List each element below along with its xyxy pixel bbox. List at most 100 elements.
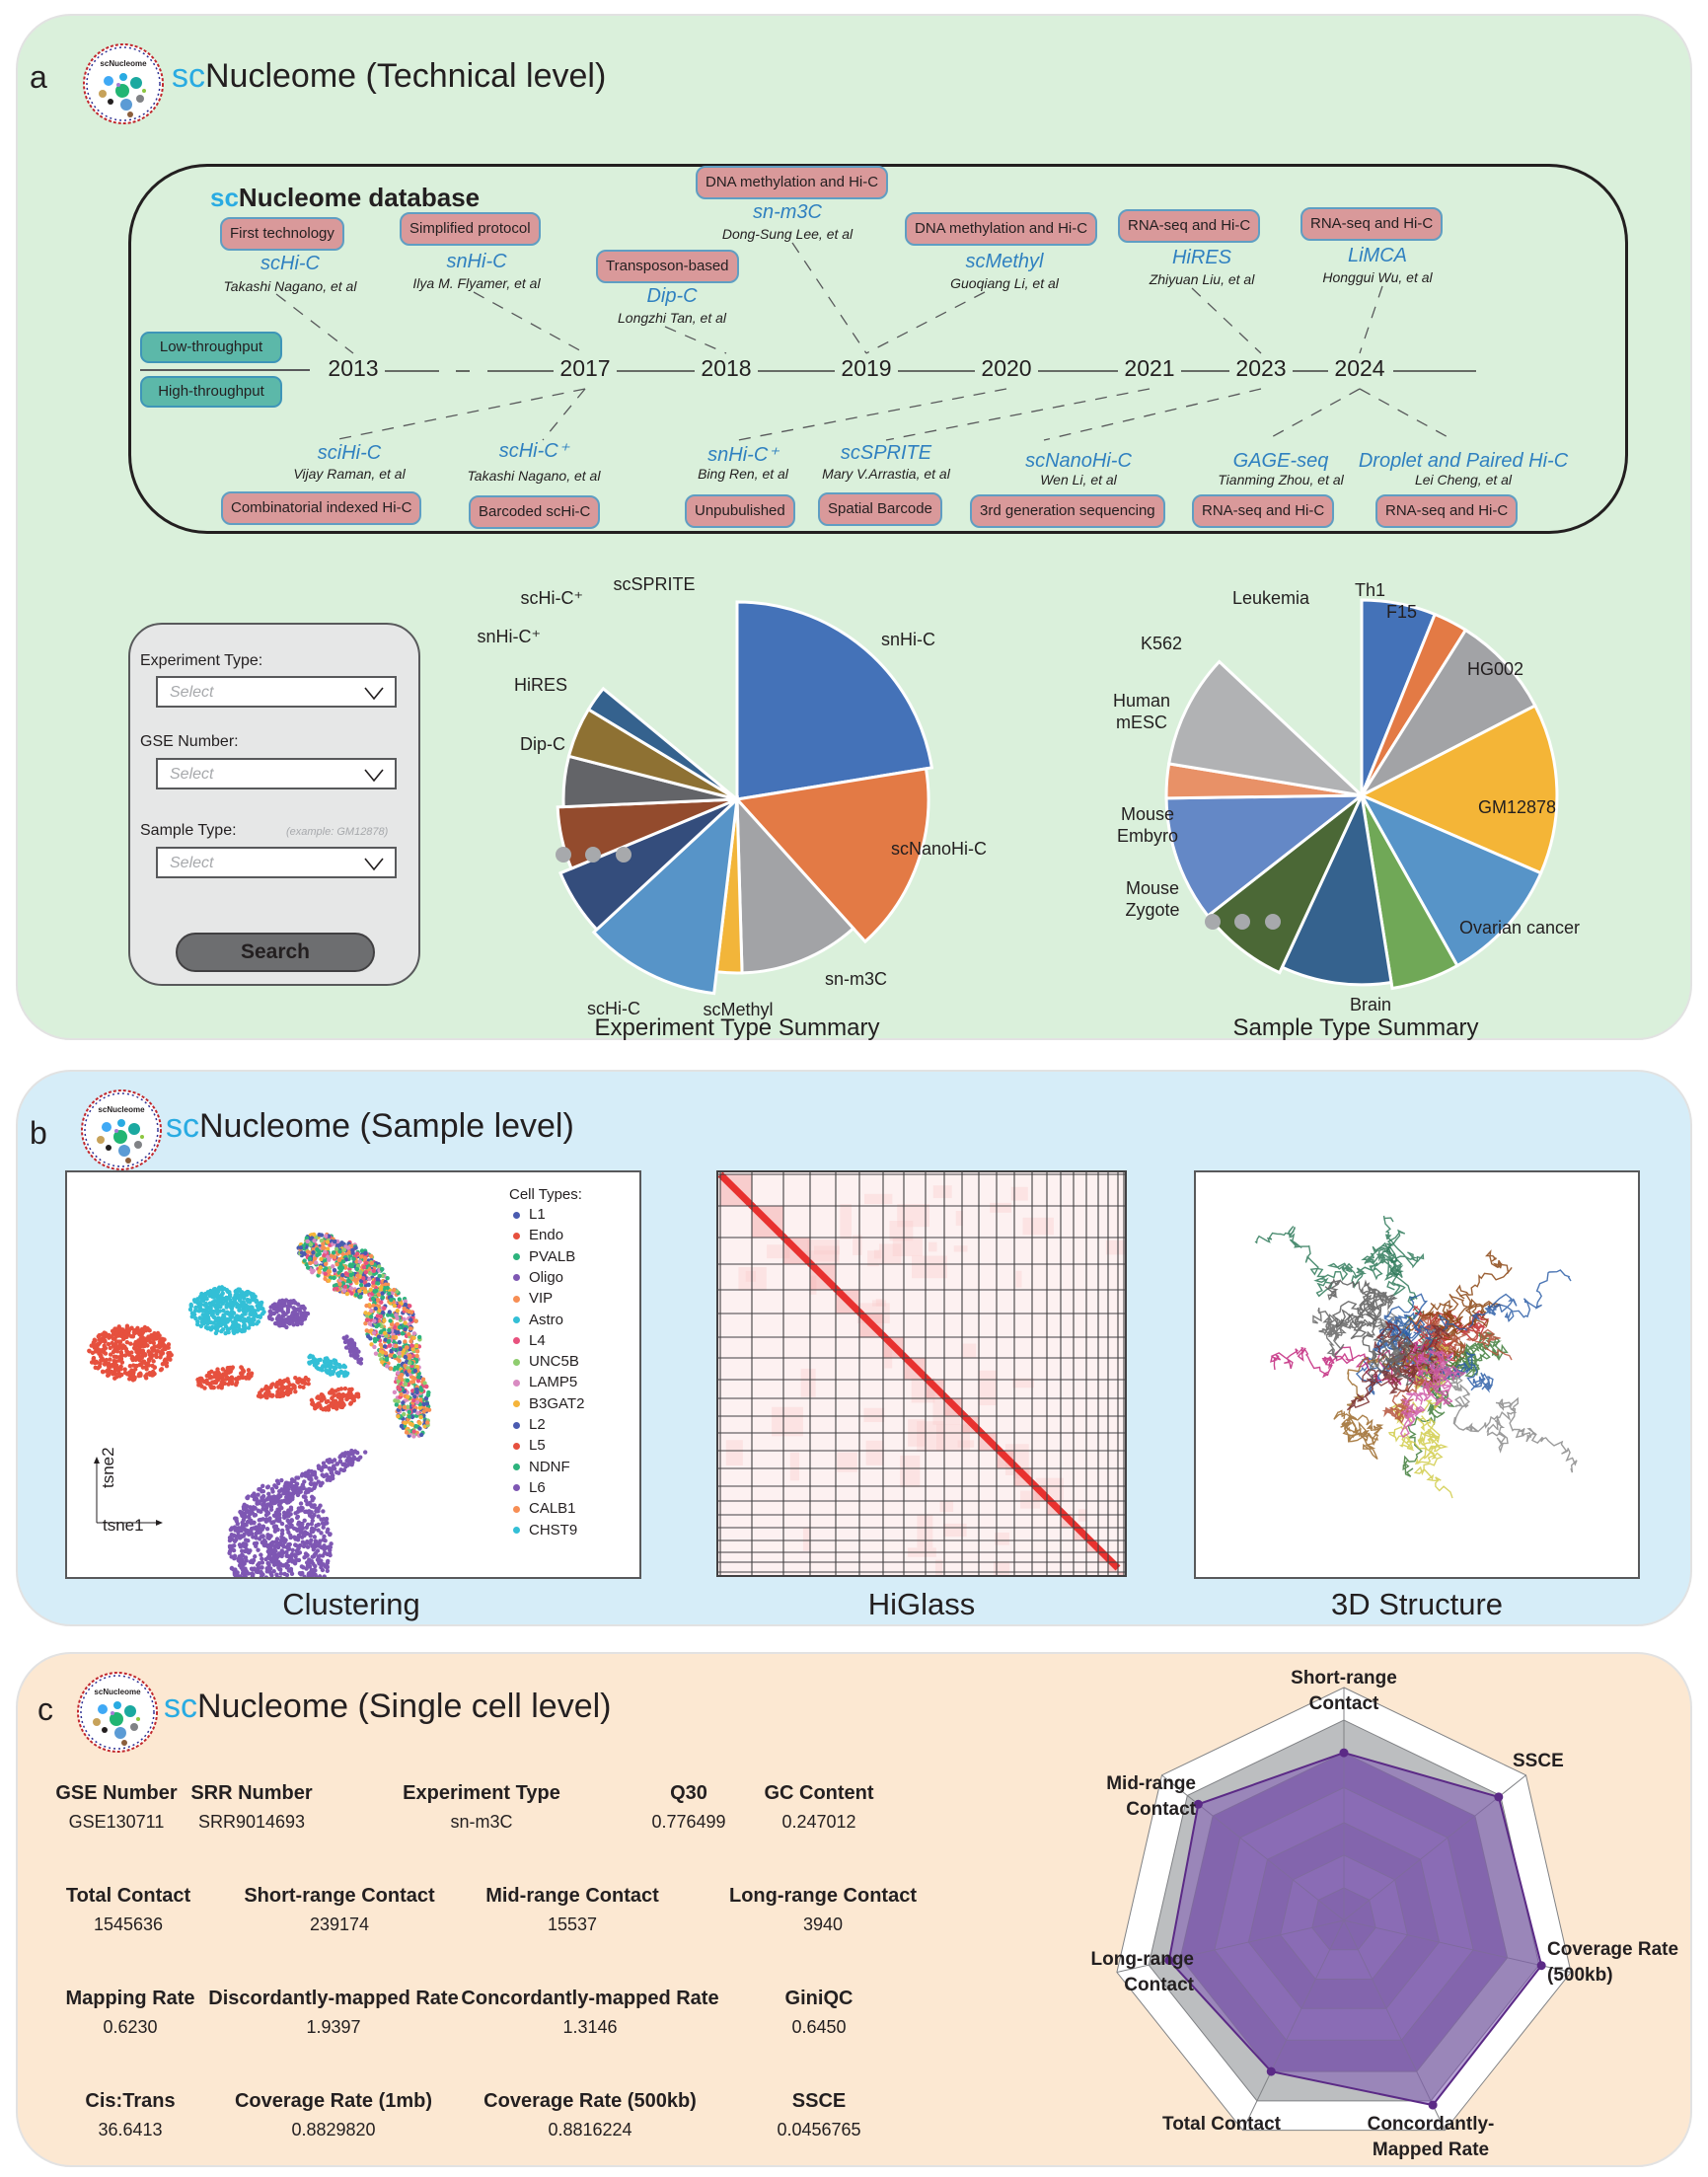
year-2023: 2023: [1235, 355, 1287, 381]
timeline-items: Low-throughput High-throughput 2013 2017 201…: [18, 16, 1694, 568]
pie-label: Dip-C: [520, 734, 565, 754]
connector-line: [885, 388, 1151, 441]
radar-point: [1494, 1792, 1504, 1802]
technology-name[interactable]: scHi-C: [260, 253, 320, 274]
panel-title: scNucleome (Technical level): [172, 57, 607, 95]
metric-label: Total Contact: [65, 1885, 191, 1907]
ellipsis-dot: [585, 847, 601, 863]
metric-value: GSE130711: [68, 1812, 165, 1832]
radar-axis-label: (500kb): [1547, 1965, 1613, 1986]
timeline-connectors: [140, 242, 1476, 441]
ellipsis-dot: [1234, 914, 1250, 930]
pie-slice-gm12878: [1358, 704, 1559, 875]
chromosome-chain: [1405, 1249, 1513, 1362]
legend-item: L4: [513, 1332, 546, 1349]
metric-label: GC Content: [764, 1782, 874, 1804]
author-name: Tianming Zhou, et al: [1218, 472, 1344, 488]
radar-axis-label: Mapped Rate: [1373, 2139, 1489, 2160]
author-name: Longzhi Tan, et al: [617, 310, 727, 326]
radar-axis-label: Short-range: [1291, 1668, 1397, 1689]
panel-technical-level: a scNucleome scNucleome (Technical level…: [16, 14, 1694, 1041]
x-axis-label: tsne1: [103, 1516, 144, 1535]
legend-item: L6: [513, 1479, 546, 1496]
legend-dot: [513, 1421, 520, 1429]
technology-name[interactable]: LiMCA: [1347, 245, 1408, 266]
experiment-type-summary-title: Experiment Type Summary: [594, 1014, 880, 1041]
sample-type-select[interactable]: Select: [156, 847, 397, 878]
legend-dot: [513, 1337, 520, 1345]
cluster: [392, 1359, 432, 1439]
year-2018: 2018: [701, 355, 752, 381]
gse-number-placeholder: Select: [170, 766, 214, 783]
pie-slice-hires: [556, 797, 738, 871]
technology-name[interactable]: scMethyl: [965, 251, 1044, 272]
technology-name[interactable]: scSPRITE: [840, 442, 932, 464]
legend-item: Endo: [513, 1227, 563, 1243]
legend-dot: [513, 1400, 520, 1408]
panel-single-cell-level: c scNucleome scNucleome (Single cell lev…: [16, 1652, 1692, 2167]
metric-label: Mapping Rate: [65, 1988, 195, 2009]
radar-point: [1266, 2066, 1276, 2076]
experiment-type-select[interactable]: Select: [156, 676, 397, 708]
pie-label: scSPRITE: [613, 574, 695, 594]
legend-item: PVALB: [513, 1248, 575, 1265]
year-2021: 2021: [1124, 355, 1175, 381]
cluster: [227, 1477, 334, 1577]
legend-item: B3GAT2: [513, 1395, 584, 1412]
radar-value-area: [1167, 1752, 1543, 2107]
author-name: Mary V.Arrastia, et al: [822, 466, 950, 482]
method-tag: RNA-seq and Hi-C: [1118, 209, 1261, 243]
legend-dot: [513, 1211, 520, 1219]
legend-label: CHST9: [529, 1521, 578, 1539]
logo-text: scNucleome: [94, 1688, 141, 1696]
radar-axis-label: Contact: [1309, 1693, 1379, 1714]
technology-name[interactable]: sciHi-C: [317, 442, 382, 464]
pie-label: Human: [1113, 691, 1170, 711]
pie-label: scHi-C⁺: [521, 588, 584, 608]
technology-name[interactable]: GAGE-seq: [1232, 450, 1329, 472]
metric-label: Experiment Type: [403, 1782, 560, 1804]
cluster: [195, 1365, 255, 1390]
technology-name[interactable]: Dip-C: [646, 285, 698, 307]
technology-name[interactable]: sn-m3C: [752, 201, 823, 223]
pie-label: scHi-C: [587, 999, 640, 1018]
author-name: Bing Ren, et al: [698, 466, 788, 482]
pie-label: scNanoHi-C: [891, 839, 987, 859]
author-name: Honggui Wu, et al: [1322, 269, 1433, 285]
radar-point: [1193, 1799, 1203, 1809]
logo-text: scNucleome: [100, 59, 147, 68]
cluster: [187, 1285, 266, 1336]
tsne-scatter: [87, 1232, 432, 1577]
metric-value: SRR9014693: [197, 1812, 306, 1832]
technology-name[interactable]: scHi-C⁺: [498, 440, 569, 462]
legend-dot: [513, 1253, 520, 1261]
radar-point: [1164, 1955, 1174, 1965]
technology-name[interactable]: snHi-C: [446, 251, 507, 272]
technology-name[interactable]: scNanoHi-C: [1025, 450, 1132, 472]
method-tag: RNA-seq and Hi-C: [1300, 207, 1444, 241]
metric-label: Cis:Trans: [85, 2090, 176, 2112]
chevron-down-icon: [364, 687, 384, 701]
technology-name[interactable]: HiRES: [1171, 247, 1232, 268]
higlass-caption: HiGlass: [867, 1587, 976, 1621]
radar-axis-label: Long-range: [1091, 1949, 1195, 1970]
method-tag: Transposon-based: [596, 250, 739, 283]
metric-value: 3940: [802, 1914, 844, 1934]
technology-name[interactable]: Droplet and Paired Hi-C: [1358, 450, 1569, 472]
search-button[interactable]: Search: [176, 933, 375, 972]
metric-label: Coverage Rate (1mb): [234, 2090, 433, 2112]
ellipsis-dot: [1205, 914, 1221, 930]
connector-line: [865, 291, 986, 354]
method-tag: RNA-seq and Hi-C: [1192, 494, 1335, 528]
metric-label: Coverage Rate (500kb): [483, 2090, 697, 2112]
method-tag: Spatial Barcode: [818, 492, 942, 526]
gse-number-select[interactable]: Select: [156, 758, 397, 789]
legend-label: L2: [529, 1416, 546, 1433]
panel-label: a: [30, 59, 47, 95]
technology-name[interactable]: snHi-C⁺: [707, 444, 779, 466]
metric-value: 0.8816224: [548, 2120, 632, 2139]
legend-item: LAMP5: [513, 1374, 577, 1390]
metric-value: 0.776499: [651, 1812, 726, 1832]
pie-label: HiRES: [514, 675, 567, 695]
legend-item: NDNF: [513, 1459, 570, 1475]
